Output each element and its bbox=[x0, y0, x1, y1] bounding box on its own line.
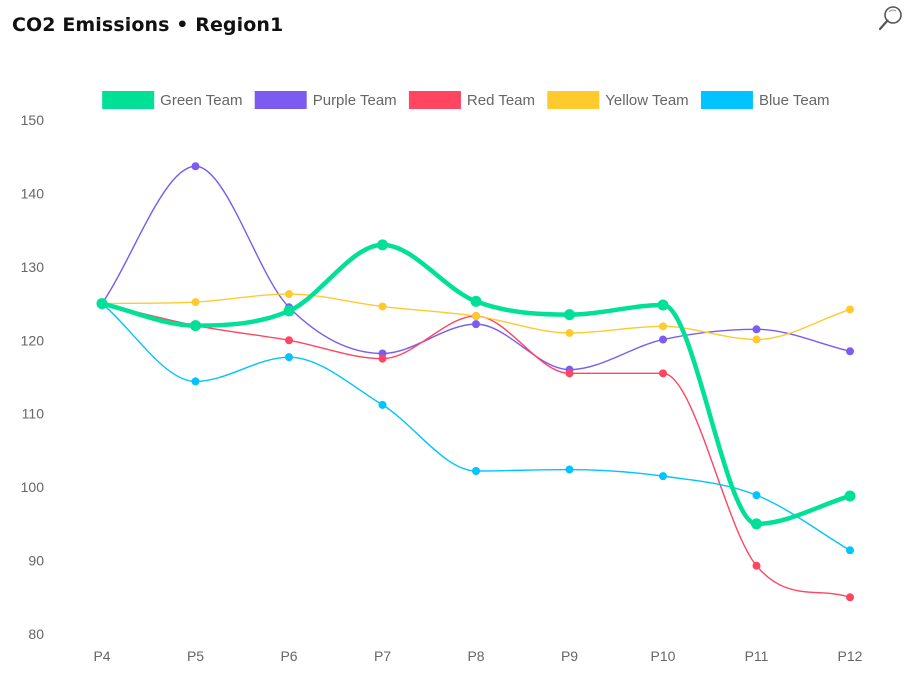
data-point[interactable] bbox=[283, 305, 295, 317]
data-point[interactable] bbox=[191, 162, 200, 171]
data-point[interactable] bbox=[472, 466, 480, 475]
data-point[interactable] bbox=[377, 239, 388, 251]
legend-swatch bbox=[408, 91, 461, 109]
legend-label: Green Team bbox=[160, 92, 242, 109]
data-point[interactable] bbox=[752, 325, 761, 334]
series-points bbox=[96, 162, 856, 602]
data-point[interactable] bbox=[846, 593, 854, 602]
series-lines bbox=[99, 165, 853, 598]
x-tick-label: P6 bbox=[280, 648, 297, 664]
data-point[interactable] bbox=[285, 353, 293, 362]
data-point[interactable] bbox=[846, 347, 854, 356]
x-axis: P4 P5 P6 P7 P8 P9 P10 P11 P12 bbox=[93, 648, 862, 664]
x-tick-label: P12 bbox=[838, 648, 863, 664]
data-point[interactable] bbox=[378, 400, 387, 409]
data-point[interactable] bbox=[378, 354, 387, 363]
data-point[interactable] bbox=[472, 320, 480, 329]
x-tick-label: P10 bbox=[651, 648, 676, 664]
data-point[interactable] bbox=[565, 369, 574, 378]
y-axis: 80 90 100 110 120 130 140 150 bbox=[21, 112, 45, 642]
y-tick-label: 100 bbox=[21, 479, 45, 495]
data-point[interactable] bbox=[191, 377, 200, 386]
y-tick-label: 140 bbox=[21, 185, 45, 201]
data-point[interactable] bbox=[657, 299, 669, 311]
data-point[interactable] bbox=[752, 491, 761, 500]
y-tick-label: 120 bbox=[21, 332, 45, 348]
data-point[interactable] bbox=[659, 335, 667, 344]
data-point[interactable] bbox=[846, 305, 854, 314]
data-point[interactable] bbox=[378, 302, 387, 311]
y-tick-label: 150 bbox=[21, 112, 45, 128]
data-point[interactable] bbox=[844, 490, 856, 502]
data-point[interactable] bbox=[285, 290, 293, 299]
data-point[interactable] bbox=[751, 518, 762, 530]
y-tick-label: 90 bbox=[28, 553, 44, 569]
magnifier-icon[interactable] bbox=[876, 4, 906, 34]
legend-item[interactable]: Blue Team bbox=[700, 91, 830, 109]
legend-swatch bbox=[254, 91, 307, 109]
legend-item[interactable]: Red Team bbox=[408, 91, 535, 109]
legend-swatch bbox=[700, 91, 753, 109]
y-tick-label: 80 bbox=[28, 626, 44, 642]
series-line bbox=[101, 302, 851, 598]
legend-item[interactable]: Yellow Team bbox=[547, 91, 689, 109]
data-point[interactable] bbox=[752, 335, 761, 344]
data-point[interactable] bbox=[659, 472, 667, 481]
legend-swatch bbox=[102, 91, 155, 109]
legend-label: Yellow Team bbox=[605, 92, 688, 109]
legend-label: Red Team bbox=[467, 92, 535, 109]
data-point[interactable] bbox=[190, 320, 201, 332]
data-point[interactable] bbox=[96, 298, 108, 310]
legend-swatch bbox=[547, 91, 600, 109]
x-tick-label: P9 bbox=[561, 648, 578, 664]
data-point[interactable] bbox=[285, 336, 293, 345]
legend-item[interactable]: Purple Team bbox=[254, 91, 397, 109]
data-point[interactable] bbox=[470, 295, 482, 307]
y-tick-label: 110 bbox=[22, 406, 45, 422]
data-point[interactable] bbox=[564, 309, 575, 321]
legend-label: Purple Team bbox=[313, 92, 397, 109]
data-point[interactable] bbox=[472, 312, 480, 321]
data-point[interactable] bbox=[659, 322, 667, 331]
data-point[interactable] bbox=[565, 465, 574, 474]
legend-item[interactable]: Green Team bbox=[102, 91, 242, 109]
data-point[interactable] bbox=[752, 561, 761, 570]
data-point[interactable] bbox=[659, 369, 667, 378]
series-line bbox=[101, 165, 851, 371]
data-point[interactable] bbox=[846, 546, 854, 555]
data-point[interactable] bbox=[191, 298, 200, 307]
legend-label: Blue Team bbox=[759, 92, 830, 109]
legend: Green Team Purple Team Red Team Yellow Team… bbox=[102, 91, 830, 109]
chart-title: CO2 Emissions • Region1 bbox=[12, 14, 284, 36]
y-tick-label: 130 bbox=[21, 259, 45, 275]
data-point[interactable] bbox=[565, 328, 574, 337]
x-tick-label: P5 bbox=[187, 648, 204, 664]
x-tick-label: P4 bbox=[93, 648, 110, 664]
series-line bbox=[101, 302, 851, 551]
x-tick-label: P8 bbox=[467, 648, 484, 664]
series-line bbox=[99, 242, 853, 527]
x-tick-label: P7 bbox=[374, 648, 391, 664]
x-tick-label: P11 bbox=[745, 648, 769, 664]
